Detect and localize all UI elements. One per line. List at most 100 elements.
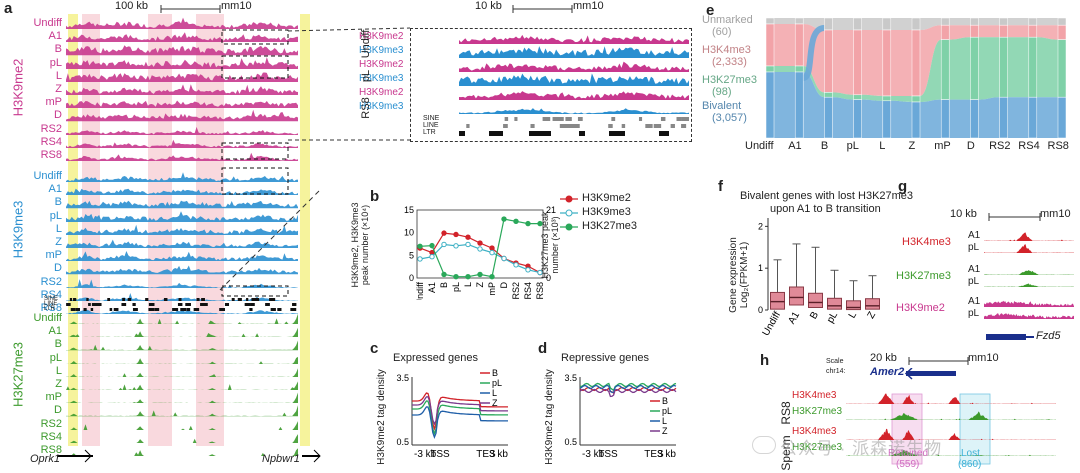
panel-e-stage-bar bbox=[794, 65, 804, 73]
panel-e-flow bbox=[978, 25, 1000, 38]
track-label: B bbox=[54, 338, 62, 351]
panel-a-gene-oprk1-label: Oprk1 bbox=[30, 453, 60, 465]
panel-e-state-name: Bivalent bbox=[702, 100, 742, 112]
track-label: pL bbox=[49, 209, 62, 222]
panel-e-stage-label: L bbox=[879, 140, 886, 152]
panel-e-flow bbox=[1007, 37, 1029, 98]
panel-b-left-tick: 15 bbox=[404, 205, 414, 215]
panel-f-category-label: A1 bbox=[786, 310, 802, 326]
panel-g-signal-track bbox=[984, 313, 1074, 319]
profile-legend-label: pL bbox=[492, 378, 502, 388]
panel-e-stage-bar bbox=[999, 36, 1008, 98]
panel-h-signal-track bbox=[846, 450, 1056, 456]
signal-track bbox=[66, 45, 298, 56]
panel-b-point bbox=[489, 274, 495, 280]
panel-b-category-label: pL bbox=[451, 282, 461, 292]
signal-track bbox=[66, 278, 298, 288]
signal-track bbox=[66, 100, 298, 109]
panel-b-point bbox=[525, 267, 531, 273]
highlight-band bbox=[196, 14, 224, 446]
profile-legend-label: Z bbox=[492, 398, 498, 408]
panel-e-stage-bar bbox=[970, 24, 979, 38]
panel-f-y-tick: 2 bbox=[758, 221, 763, 231]
profile-legend-label: pL bbox=[662, 406, 672, 416]
track-label: B bbox=[54, 43, 62, 56]
panel-e-stage-bar bbox=[824, 29, 833, 93]
signal-track bbox=[66, 368, 298, 377]
zoom-assembly: mm10 bbox=[573, 0, 604, 12]
annotation-label: SINE bbox=[44, 296, 59, 302]
panel-e-flow bbox=[774, 24, 796, 66]
track-label: RS4 bbox=[40, 288, 62, 301]
panel-e-flow bbox=[1036, 37, 1058, 98]
panel-b-point bbox=[501, 216, 507, 222]
panel-g-assembly: mm10 bbox=[1040, 208, 1071, 220]
panel-g-signal-track bbox=[984, 300, 1074, 307]
track-label: D bbox=[54, 262, 62, 275]
track-label: L bbox=[55, 69, 62, 82]
panel-e-stage-bar bbox=[824, 18, 833, 31]
panel-e-flow bbox=[774, 18, 796, 24]
panel-e-stage-label: Z bbox=[908, 140, 916, 152]
signal-track bbox=[66, 110, 298, 122]
panel-e-stage-bar bbox=[1057, 18, 1067, 26]
highlight-band bbox=[82, 14, 100, 446]
panel-e-stage-label: B bbox=[820, 140, 829, 152]
zoom-signal-track bbox=[459, 46, 689, 58]
zoom-track-label: H3K9me2 bbox=[359, 87, 404, 98]
panel-e-stage-bar bbox=[911, 29, 921, 97]
panel-e-flow bbox=[920, 18, 942, 30]
panel-e-flow bbox=[978, 18, 1000, 26]
panel-e-stage-bar bbox=[765, 18, 775, 25]
profile-series-line bbox=[412, 400, 508, 436]
panel-h-gene-model bbox=[904, 368, 956, 380]
signal-track bbox=[66, 17, 298, 30]
zoom-annotation-label: LTR bbox=[423, 129, 436, 136]
highlight-band bbox=[68, 14, 78, 446]
panel-b-point bbox=[429, 242, 435, 249]
zoom-scalebar-label: 10 kb bbox=[475, 0, 502, 12]
panel-e-stage-bar bbox=[940, 24, 950, 40]
panel-b-category-label: A1 bbox=[427, 282, 437, 293]
panel-e-flow bbox=[832, 92, 854, 100]
track-label: RS2 bbox=[40, 417, 62, 430]
track-label: mP bbox=[45, 96, 63, 109]
panel-e-stage-label: D bbox=[966, 140, 975, 152]
panel-h-track-label: H3K27me3 bbox=[792, 442, 843, 453]
profile-legend-label: Z bbox=[662, 426, 668, 436]
panel-g-scalebar bbox=[988, 213, 1041, 221]
panel-e-stage-bar bbox=[853, 18, 862, 31]
zoom-track-label: H3K9me3 bbox=[359, 45, 404, 56]
panel-e-stage-bar bbox=[1057, 96, 1067, 138]
panel-b-category-label: RS8 bbox=[535, 282, 545, 300]
panel-e-stage-bar bbox=[940, 99, 950, 138]
zoom-annotation-label: SINE bbox=[423, 115, 440, 122]
profile-series-line bbox=[579, 384, 677, 394]
panel-e-state-labels: Unmarked (60) H3K4me3 (2,333) H3K27me3 (98) Bi… bbox=[698, 14, 778, 164]
panel-b-frame bbox=[416, 209, 544, 279]
panel-e-stage-bar bbox=[882, 18, 892, 31]
panel-g-signal-track bbox=[984, 270, 1074, 275]
panel-f-category-label: pL bbox=[825, 310, 840, 326]
panel-c-ylabel: H3K9me2 tag density bbox=[376, 369, 387, 465]
panel-e-state-count: (98) bbox=[712, 86, 732, 98]
panel-b-point bbox=[417, 243, 423, 249]
panel-e-stage-bar bbox=[853, 29, 862, 96]
zoom-annotation-label: LINE bbox=[423, 122, 439, 129]
panel-h-chrom: chr14: bbox=[826, 368, 846, 375]
panel-e-stage-bar bbox=[1028, 36, 1038, 98]
track-label: pL bbox=[49, 351, 62, 364]
panel-b-legend: H3K9me2 H3K9me3 H3K27me3 bbox=[560, 192, 660, 242]
panel-b-point bbox=[465, 234, 471, 240]
panel-e-flow bbox=[1036, 97, 1058, 138]
panel-e-stage-bar bbox=[853, 94, 862, 100]
panel-e-stage-bar bbox=[970, 99, 979, 138]
panel-e-flow bbox=[832, 18, 854, 30]
panel-b-category-label: Z bbox=[475, 282, 485, 288]
signal-track bbox=[66, 32, 298, 43]
panel-e-flow bbox=[1007, 18, 1029, 26]
track-label: mP bbox=[45, 391, 63, 404]
profile-y-tick: 3.5 bbox=[564, 373, 577, 383]
panel-g-scalebar-label: 10 kb bbox=[950, 208, 977, 220]
panel-g-tracks: H3K4me3 A1 pL H3K27me3 A1 pL H3K9me2 A1 pL Fzd5 bbox=[896, 226, 1080, 346]
